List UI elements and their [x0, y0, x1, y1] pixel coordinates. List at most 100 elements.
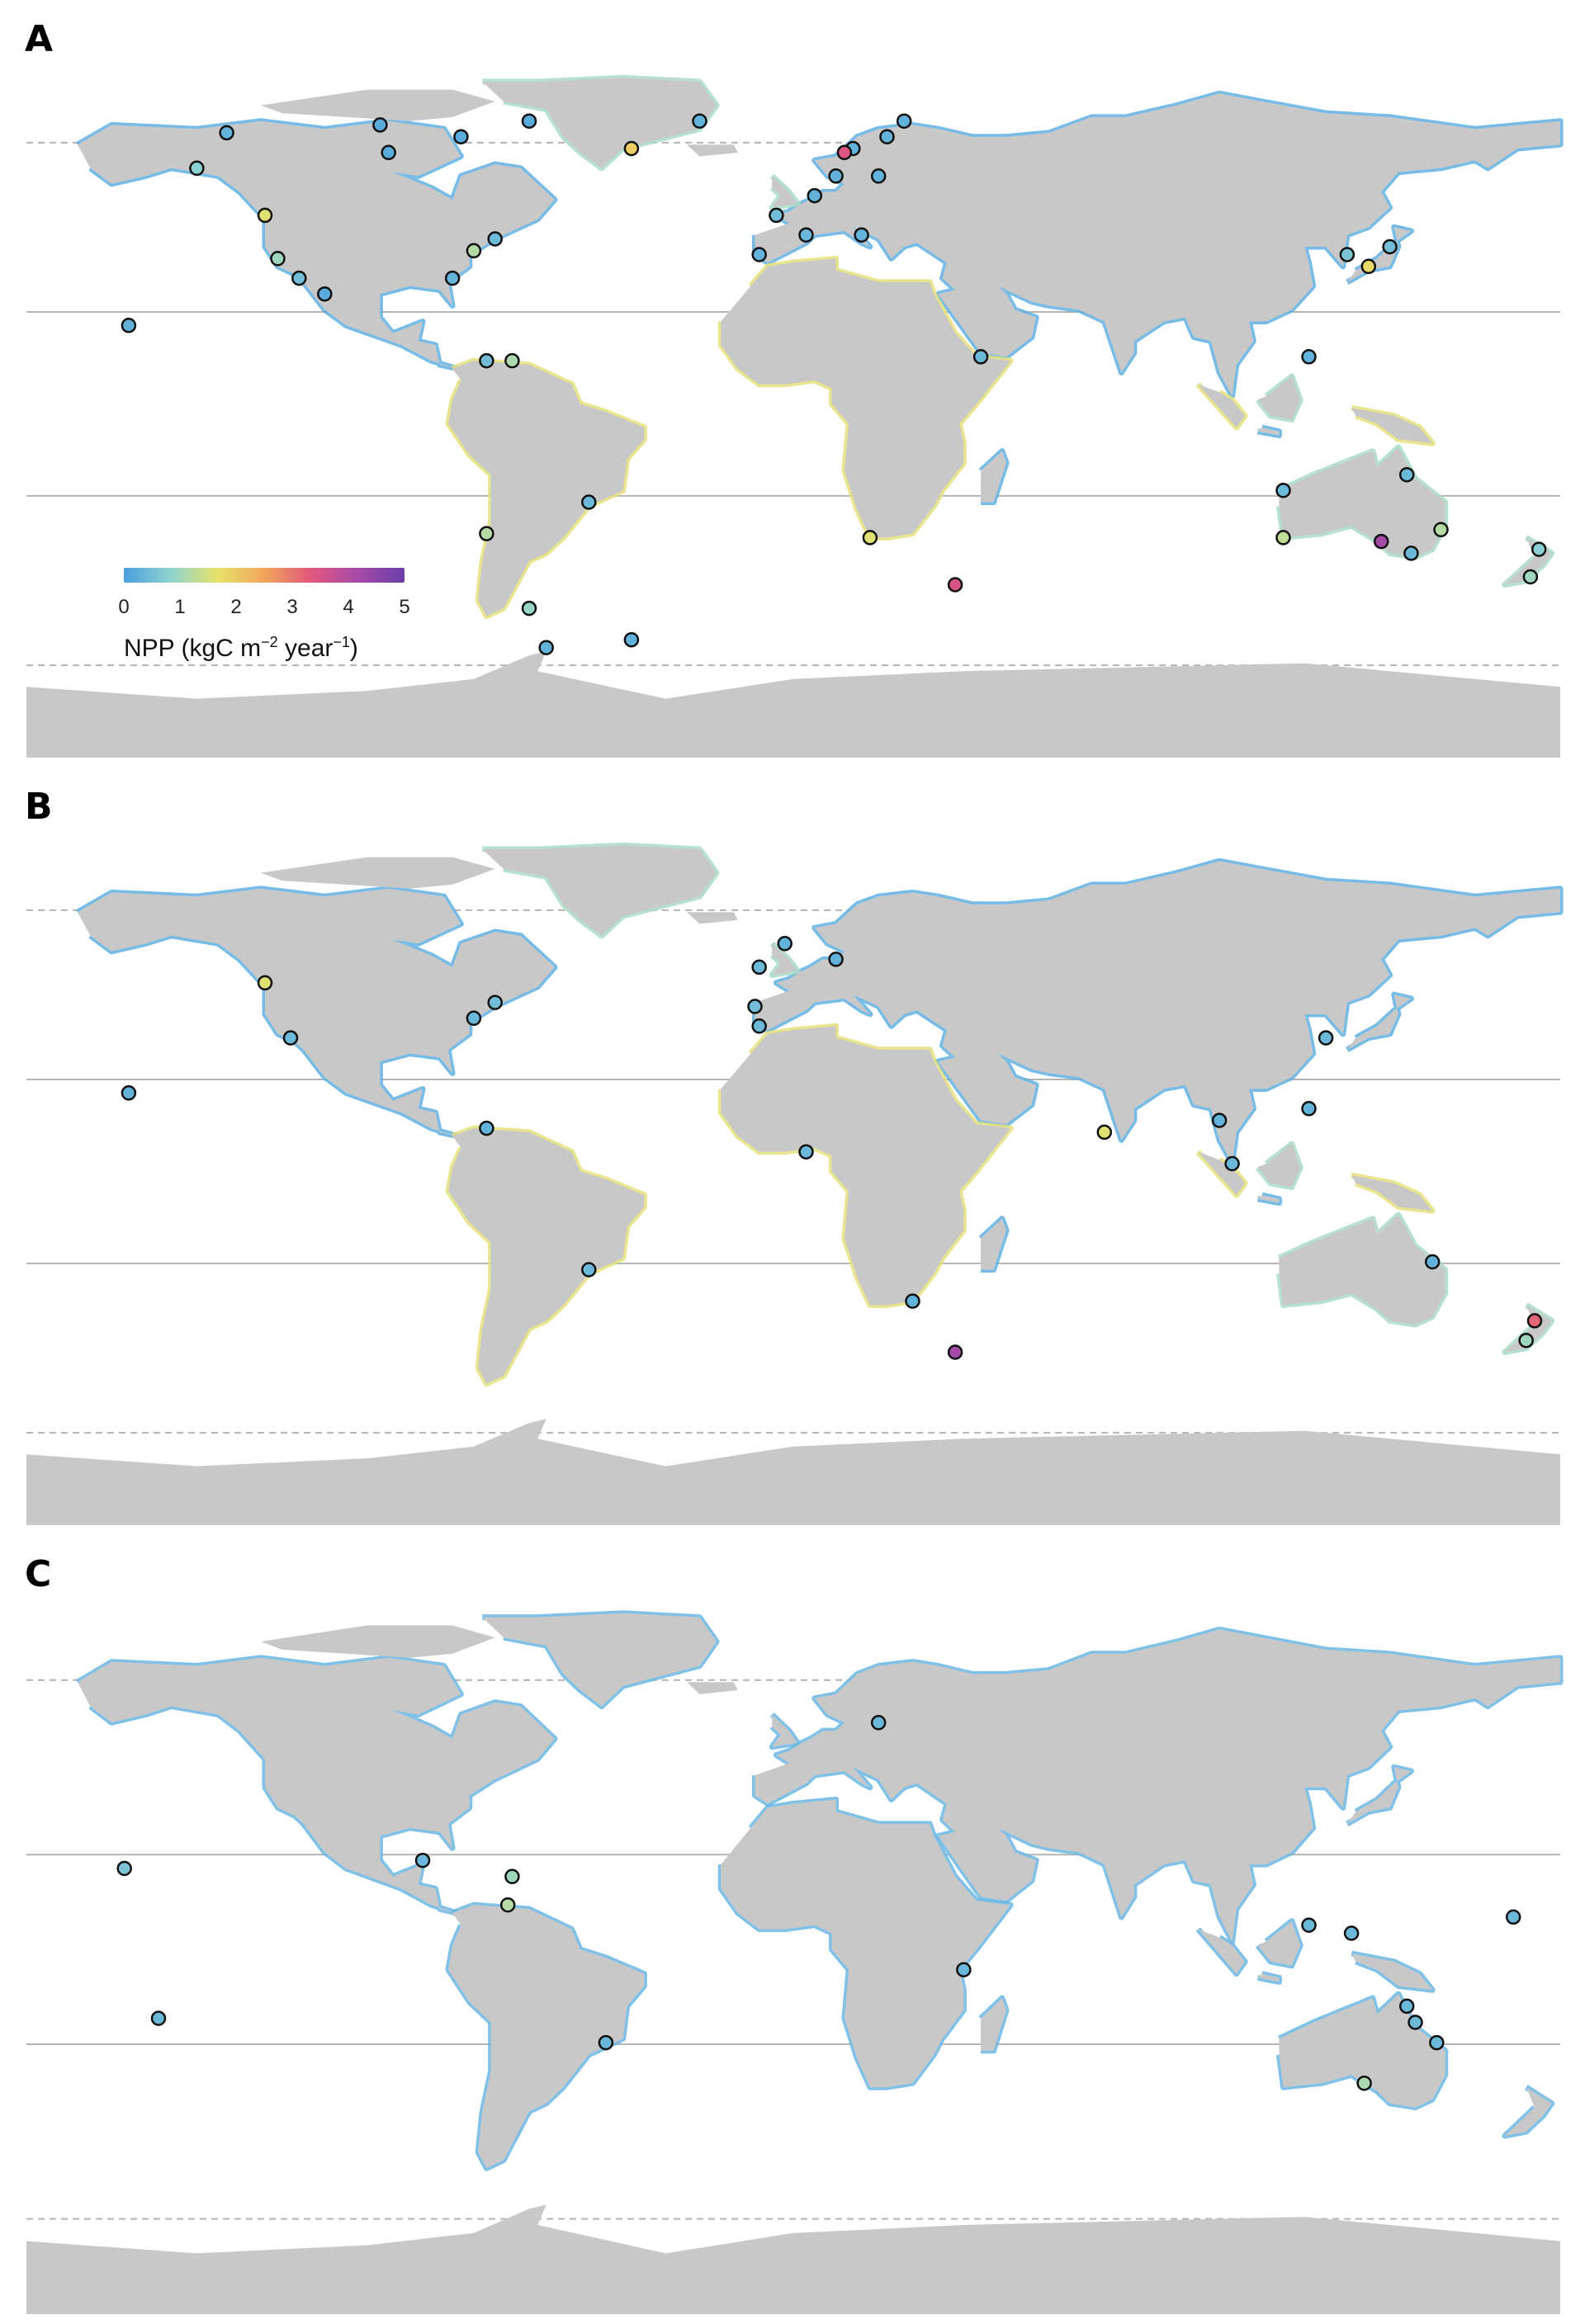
study-site-marker[interactable]	[751, 959, 767, 975]
study-site-marker[interactable]	[1522, 569, 1539, 585]
study-site-marker[interactable]	[1505, 1909, 1521, 1925]
study-site-marker[interactable]	[499, 1897, 516, 1913]
legend-tick-5: 5	[399, 596, 410, 618]
study-site-marker[interactable]	[798, 1144, 814, 1160]
land-mass	[1346, 994, 1412, 1050]
study-site-marker[interactable]	[598, 2034, 614, 2051]
study-site-marker[interactable]	[150, 2010, 167, 2026]
study-site-marker[interactable]	[189, 160, 205, 177]
study-site-marker[interactable]	[972, 349, 989, 365]
study-site-marker[interactable]	[870, 168, 887, 184]
coastal-npp-band	[482, 842, 720, 939]
study-site-marker[interactable]	[1275, 530, 1291, 546]
study-site-marker[interactable]	[1373, 533, 1389, 550]
study-site-marker[interactable]	[623, 631, 640, 648]
land-mass	[1257, 1144, 1301, 1188]
study-site-marker[interactable]	[870, 1715, 887, 1731]
study-site-marker[interactable]	[828, 952, 844, 967]
study-site-marker[interactable]	[854, 227, 869, 243]
study-site-marker[interactable]	[1526, 1313, 1543, 1329]
study-site-marker[interactable]	[219, 125, 234, 141]
study-site-marker[interactable]	[1518, 1332, 1534, 1349]
study-site-marker[interactable]	[479, 352, 494, 369]
study-site-marker[interactable]	[836, 144, 853, 161]
legend-title: NPP (kgC m−2 year−1)	[124, 634, 421, 663]
study-site-marker[interactable]	[777, 936, 792, 952]
study-site-marker[interactable]	[947, 577, 963, 593]
study-site-marker[interactable]	[1224, 1155, 1240, 1172]
study-site-marker[interactable]	[479, 526, 494, 541]
study-site-marker[interactable]	[487, 994, 503, 1010]
study-site-marker[interactable]	[581, 494, 597, 510]
study-site-marker[interactable]	[381, 144, 396, 161]
study-site-marker[interactable]	[487, 231, 503, 247]
study-site-marker[interactable]	[1360, 258, 1377, 275]
study-site-marker[interactable]	[896, 113, 912, 129]
study-site-marker[interactable]	[372, 117, 388, 133]
coastal-npp-band	[482, 1610, 720, 1710]
study-site-marker[interactable]	[1343, 1925, 1360, 1941]
study-site-marker[interactable]	[1403, 546, 1419, 561]
study-site-marker[interactable]	[116, 1860, 132, 1877]
study-site-marker[interactable]	[121, 318, 137, 333]
map-panel-a: A	[0, 0, 1585, 768]
study-site-marker[interactable]	[947, 1344, 963, 1360]
study-site-marker[interactable]	[479, 1120, 494, 1136]
study-site-marker[interactable]	[257, 207, 273, 224]
land-mass	[1198, 1151, 1246, 1195]
land-mass	[77, 1657, 555, 1913]
study-site-marker[interactable]	[504, 1868, 520, 1885]
study-site-marker[interactable]	[751, 1018, 767, 1034]
study-site-marker[interactable]	[1301, 1101, 1317, 1117]
study-site-marker[interactable]	[414, 1852, 431, 1868]
study-site-marker[interactable]	[1408, 2015, 1423, 2030]
study-site-marker[interactable]	[1398, 466, 1415, 483]
study-site-marker[interactable]	[956, 1962, 972, 1977]
land-mass	[482, 78, 717, 168]
study-site-marker[interactable]	[1275, 482, 1291, 498]
study-site-marker[interactable]	[1424, 1254, 1441, 1270]
study-site-marker[interactable]	[257, 975, 273, 991]
study-site-marker[interactable]	[504, 352, 520, 369]
study-site-marker[interactable]	[581, 1262, 597, 1278]
study-site-marker[interactable]	[751, 247, 767, 262]
study-site-marker[interactable]	[1356, 2075, 1372, 2091]
study-site-marker[interactable]	[538, 640, 554, 655]
study-site-marker[interactable]	[1096, 1124, 1113, 1141]
study-site-marker[interactable]	[270, 251, 286, 267]
study-site-marker[interactable]	[747, 999, 763, 1014]
study-site-marker[interactable]	[453, 129, 469, 144]
land-mass	[687, 144, 738, 157]
study-site-marker[interactable]	[317, 286, 333, 302]
study-site-marker[interactable]	[521, 600, 537, 616]
land-mass	[1279, 446, 1445, 558]
study-site-marker[interactable]	[466, 243, 482, 259]
world-map	[26, 1610, 1564, 2314]
study-site-marker[interactable]	[1301, 1917, 1317, 1933]
study-site-marker[interactable]	[466, 1010, 482, 1027]
study-site-marker[interactable]	[905, 1293, 920, 1309]
study-site-marker[interactable]	[1318, 1030, 1334, 1046]
study-site-marker[interactable]	[798, 227, 814, 243]
study-site-marker[interactable]	[521, 113, 537, 129]
study-site-marker[interactable]	[282, 1030, 299, 1046]
study-site-marker[interactable]	[1301, 349, 1317, 365]
study-site-marker[interactable]	[623, 140, 640, 157]
study-site-marker[interactable]	[1531, 541, 1547, 557]
study-site-marker[interactable]	[807, 187, 823, 204]
study-site-marker[interactable]	[879, 129, 895, 144]
land-mass	[1257, 427, 1280, 436]
study-site-marker[interactable]	[1429, 2034, 1445, 2051]
study-site-marker[interactable]	[769, 207, 784, 224]
study-site-marker[interactable]	[444, 270, 461, 286]
study-site-marker[interactable]	[291, 270, 307, 286]
study-site-marker[interactable]	[1382, 239, 1398, 255]
study-site-marker[interactable]	[1398, 1998, 1415, 2015]
study-site-marker[interactable]	[1339, 247, 1356, 262]
study-site-marker[interactable]	[828, 168, 844, 184]
study-site-marker[interactable]	[1211, 1112, 1228, 1128]
study-site-marker[interactable]	[692, 113, 707, 129]
study-site-marker[interactable]	[121, 1085, 137, 1101]
study-site-marker[interactable]	[1433, 522, 1449, 538]
study-site-marker[interactable]	[862, 530, 878, 546]
